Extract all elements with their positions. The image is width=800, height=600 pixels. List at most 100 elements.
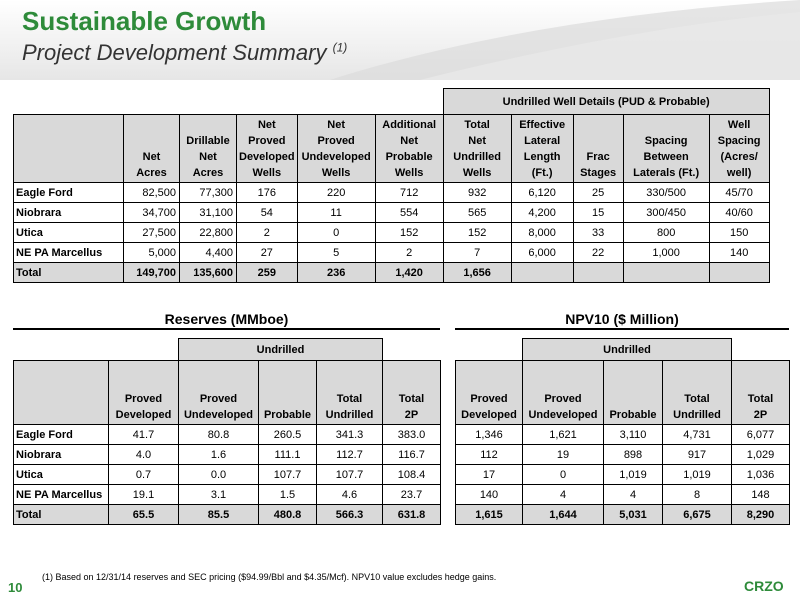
top-table-cell: 152 (442, 222, 512, 243)
reserves-cell: 112.7 (316, 444, 383, 465)
top-table-cell: 22,800 (179, 222, 237, 243)
npv-cell: 1,644 (522, 504, 604, 525)
top-table-cell: 1,420 (374, 262, 444, 283)
top-table-cell: 2 (236, 222, 298, 243)
top-table-cell: 27,500 (123, 222, 180, 243)
npv-cell: 917 (662, 444, 732, 465)
reserves-cell: 41.7 (108, 424, 179, 445)
top-table-cell: 15 (572, 202, 624, 223)
npv-cell: 6,675 (662, 504, 732, 525)
top-table-row-label: Eagle Ford (13, 182, 124, 203)
top-table-cell: 565 (442, 202, 512, 223)
top-table-cell: 6,000 (510, 242, 574, 263)
reserves-row-label: NE PA Marcellus (13, 484, 109, 505)
npv-cell: 148 (731, 484, 790, 505)
npv-cell: 4,731 (662, 424, 732, 445)
top-table-cell: 77,300 (179, 182, 237, 203)
reserves-cell: 85.5 (178, 504, 259, 525)
page-number: 10 (8, 580, 23, 595)
reserves-cell: 0.0 (178, 464, 259, 485)
top_table-col-header-net-proved-undeveloped-wells: Net Proved Undeveloped Wells (296, 114, 376, 183)
npv-row: 112 19 898 917 1,029 (455, 444, 790, 465)
top-table-cell (572, 262, 624, 283)
reserves-undrilled-header: Undrilled (178, 338, 383, 361)
npv-cell: 0 (522, 464, 604, 485)
top-table-row-label: Total (13, 262, 124, 283)
top-table-cell: 140 (708, 242, 770, 263)
top_table-col-header-spacing-between-laterals-ft: Spacing Between Laterals (Ft.) (622, 114, 710, 183)
top-table-cell (510, 262, 574, 283)
top-table-cell: 2 (374, 242, 444, 263)
top-table-cell: 220 (296, 182, 376, 203)
top_table-col-header-total-net-undrilled-wells: Total Net Undrilled Wells (442, 114, 512, 183)
top-table-cell: 135,600 (179, 262, 237, 283)
top-table-cell: 22 (572, 242, 624, 263)
npv-total-row: 1,615 1,644 5,031 6,675 8,290 (455, 504, 790, 525)
reserves-cell: 80.8 (178, 424, 259, 445)
reserves-cell: 260.5 (258, 424, 317, 445)
reserves-cell: 566.3 (316, 504, 383, 525)
npv-cell: 1,036 (731, 464, 790, 485)
top-table-cell: 4,400 (179, 242, 237, 263)
reserves-total-row: Total 65.5 85.5 480.8 566.3 631.8 (13, 504, 441, 525)
reserves-row: Niobrara 4.0 1.6 111.1 112.7 116.7 (13, 444, 441, 465)
npv-col-header-total-2p: Total 2P (731, 360, 790, 425)
reserves-cell: 111.1 (258, 444, 317, 465)
reserves-cell: 3.1 (178, 484, 259, 505)
reserves-title: Reserves (MMboe) (13, 311, 440, 330)
top-table-cell: 330/500 (622, 182, 710, 203)
top-table-cell: 33 (572, 222, 624, 243)
top-table-cell: 8,000 (510, 222, 574, 243)
top-table-row-label: NE PA Marcellus (13, 242, 124, 263)
top-table-cell: 152 (374, 222, 444, 243)
top-table-cell: 259 (236, 262, 298, 283)
npv-row: 17 0 1,019 1,019 1,036 (455, 464, 790, 485)
top-table-cell: 0 (296, 222, 376, 243)
top-table-cell: 150 (708, 222, 770, 243)
npv-cell: 1,346 (455, 424, 523, 445)
reserves-col-header-total-2p: Total 2P (382, 360, 441, 425)
top-table-cell: 554 (374, 202, 444, 223)
reserves-row: Utica 0.7 0.0 107.7 107.7 108.4 (13, 464, 441, 485)
top-table-cell: 932 (442, 182, 512, 203)
npv-cell: 4 (603, 484, 663, 505)
top-table-row: Eagle Ford 82,500 77,300 176 220 712 932 6,120 2… (13, 182, 770, 203)
top-table-row-label: Utica (13, 222, 124, 243)
top-table-cell: 712 (374, 182, 444, 203)
npv-cell: 112 (455, 444, 523, 465)
top-table-cell: 4,200 (510, 202, 574, 223)
reserves-row-label-header (13, 360, 109, 425)
top-table-total-row: Total 149,700 135,600 259 236 1,420 1,656 (13, 262, 770, 283)
reserves-cell: 383.0 (382, 424, 441, 445)
reserves-row: Eagle Ford 41.7 80.8 260.5 341.3 383.0 (13, 424, 441, 445)
top-table-row: NE PA Marcellus 5,000 4,400 27 5 2 7 6,000 22 1,0… (13, 242, 770, 263)
npv-cell: 1,019 (662, 464, 732, 485)
reserves-cell: 65.5 (108, 504, 179, 525)
npv-cell: 898 (603, 444, 663, 465)
npv-cell: 4 (522, 484, 604, 505)
top-table-cell: 45/70 (708, 182, 770, 203)
top-table-cell: 34,700 (123, 202, 180, 223)
npv-cell: 6,077 (731, 424, 790, 445)
npv-col-header-total-undrilled: Total Undrilled (662, 360, 732, 425)
page-subtitle: Project Development Summary (1) (22, 40, 347, 66)
top-table-cell: 800 (622, 222, 710, 243)
top_table-col-header-drillable-net-acres: Drillable Net Acres (179, 114, 237, 183)
npv-cell: 19 (522, 444, 604, 465)
reserves-cell: 0.7 (108, 464, 179, 485)
footnote: (1) Based on 12/31/14 reserves and SEC p… (42, 572, 497, 582)
company-logo: CRZO (744, 578, 784, 594)
project-development-table: Undrilled Well Details (PUD & Probable) … (13, 88, 770, 283)
npv-table: Undrilled Proved Developed Proved Undevel… (455, 338, 790, 525)
top-table-cell: 25 (572, 182, 624, 203)
reserves-cell: 631.8 (382, 504, 441, 525)
npv-cell: 5,031 (603, 504, 663, 525)
top-table-cell: 176 (236, 182, 298, 203)
top-table-row: Utica 27,500 22,800 2 0 152 152 8,000 33 800 150 (13, 222, 770, 243)
top-table-cell: 27 (236, 242, 298, 263)
reserves-row-label: Utica (13, 464, 109, 485)
reserves-row-label: Niobrara (13, 444, 109, 465)
reserves-cell: 107.7 (316, 464, 383, 485)
npv-cell: 3,110 (603, 424, 663, 445)
top-table-cell: 300/450 (622, 202, 710, 223)
